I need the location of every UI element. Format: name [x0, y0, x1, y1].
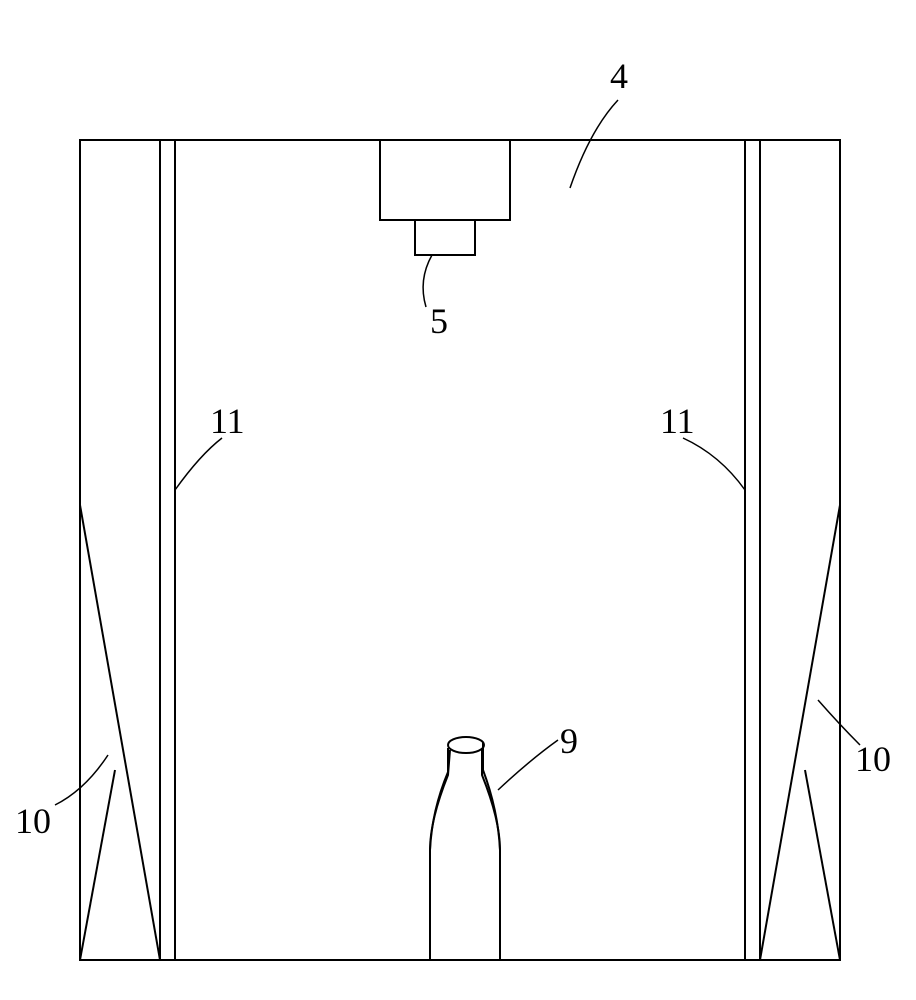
leader-11-left: [175, 438, 222, 490]
right-wedge: [760, 505, 840, 960]
leader-10-left: [55, 755, 108, 805]
label-9: 9: [560, 720, 578, 762]
top-component-stem: [415, 220, 475, 255]
leader-11-right: [683, 438, 745, 490]
leader-4: [570, 100, 618, 188]
technical-diagram: 4 5 11 11 9 10 10: [0, 0, 916, 1000]
bottle: [430, 737, 500, 960]
diagram-svg: [0, 0, 916, 1000]
outer-box: [80, 140, 840, 960]
label-11-right: 11: [660, 400, 695, 442]
leader-9: [498, 740, 558, 790]
label-10-right: 10: [855, 738, 891, 780]
left-wedge: [80, 505, 160, 960]
label-11-left: 11: [210, 400, 245, 442]
label-10-left: 10: [15, 800, 51, 842]
label-4: 4: [610, 55, 628, 97]
top-component-body: [380, 140, 510, 220]
label-5: 5: [430, 300, 448, 342]
